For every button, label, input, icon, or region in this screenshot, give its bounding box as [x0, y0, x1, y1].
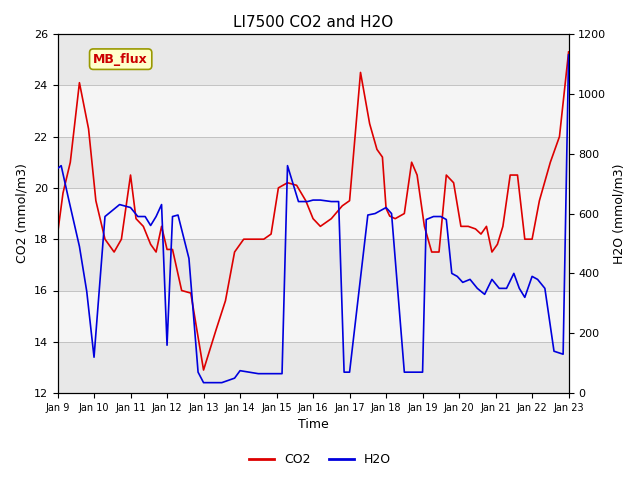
Legend: CO2, H2O: CO2, H2O: [244, 448, 396, 471]
Bar: [58, 342, 568, 393]
Y-axis label: CO2 (mmol/m3): CO2 (mmol/m3): [15, 164, 28, 264]
X-axis label: Time: Time: [298, 419, 328, 432]
Bar: [58, 85, 568, 137]
Bar: [58, 137, 568, 188]
Bar: [58, 34, 568, 85]
Bar: [58, 188, 568, 239]
Bar: [58, 239, 568, 290]
Bar: [58, 290, 568, 342]
Title: LI7500 CO2 and H2O: LI7500 CO2 and H2O: [233, 15, 393, 30]
Y-axis label: H2O (mmol/m3): H2O (mmol/m3): [612, 163, 625, 264]
Text: MB_flux: MB_flux: [93, 53, 148, 66]
